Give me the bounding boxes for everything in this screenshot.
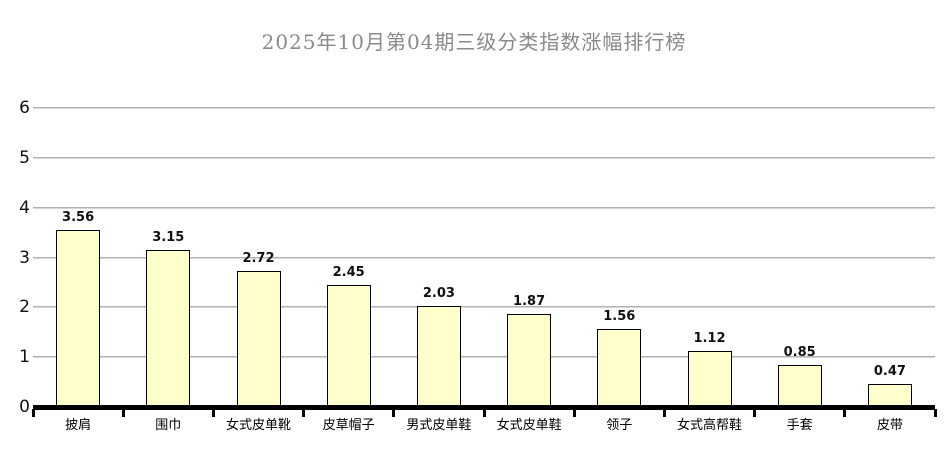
x-axis-tick bbox=[31, 409, 35, 417]
y-tick-label: 1 bbox=[19, 347, 30, 368]
gridline bbox=[33, 206, 935, 209]
x-tick-label: 领子 bbox=[606, 418, 633, 433]
bar-value-label: 1.12 bbox=[693, 331, 726, 347]
bar-value-label: 3.15 bbox=[152, 230, 185, 246]
y-tick-label: 2 bbox=[19, 297, 30, 318]
bar bbox=[507, 313, 552, 407]
y-tick-label: 6 bbox=[19, 98, 30, 118]
bar-value-label: 1.87 bbox=[513, 293, 546, 309]
x-tick-label: 皮带 bbox=[876, 418, 903, 433]
gridline bbox=[33, 156, 935, 159]
bar-value-label: 2.03 bbox=[422, 285, 455, 301]
gridline bbox=[33, 256, 935, 259]
y-tick-label: 5 bbox=[19, 147, 30, 168]
bar bbox=[326, 284, 371, 407]
bar bbox=[56, 229, 101, 407]
bar bbox=[416, 305, 461, 407]
bar bbox=[687, 351, 732, 407]
y-tick-label: 4 bbox=[19, 197, 30, 218]
x-axis-tick bbox=[302, 409, 306, 417]
x-axis-tick bbox=[392, 409, 396, 417]
gridline bbox=[33, 107, 935, 109]
gridline bbox=[33, 356, 935, 359]
x-tick-label: 女式皮单鞋 bbox=[496, 418, 562, 433]
y-tick-label: 0 bbox=[19, 397, 30, 417]
x-axis-tick bbox=[121, 409, 125, 417]
x-axis-tick bbox=[843, 409, 847, 417]
bar-value-label: 3.56 bbox=[62, 209, 95, 225]
bar bbox=[597, 329, 642, 407]
x-axis-tick bbox=[211, 409, 215, 417]
x-tick-label: 女式皮单靴 bbox=[225, 418, 291, 433]
x-tick-label: 男式皮单鞋 bbox=[406, 418, 472, 433]
x-tick-label: 披肩 bbox=[65, 418, 92, 433]
bar-value-label: 0.47 bbox=[873, 363, 906, 379]
x-axis-tick bbox=[482, 409, 486, 417]
gridline bbox=[33, 306, 935, 309]
bar-value-label: 2.72 bbox=[242, 251, 275, 267]
x-axis-tick bbox=[753, 409, 757, 417]
x-axis-line bbox=[33, 405, 935, 410]
chart-title: 2025年10月第04期三级分类指数涨幅排行榜 bbox=[261, 30, 687, 54]
bar bbox=[236, 271, 281, 407]
bar-value-label: 0.85 bbox=[783, 344, 816, 360]
x-axis-tick bbox=[662, 409, 666, 417]
y-tick-label: 3 bbox=[19, 247, 30, 268]
x-tick-label: 女式高帮鞋 bbox=[676, 418, 742, 433]
x-tick-label: 手套 bbox=[786, 418, 813, 433]
bar-value-label: 2.45 bbox=[332, 264, 365, 280]
x-axis-tick bbox=[572, 409, 576, 417]
x-tick-label: 围巾 bbox=[155, 418, 182, 433]
x-axis-tick bbox=[933, 409, 937, 417]
bar bbox=[777, 364, 822, 407]
bar bbox=[146, 250, 191, 407]
x-tick-label: 皮草帽子 bbox=[322, 418, 375, 433]
bar bbox=[867, 383, 912, 407]
bar-value-label: 1.56 bbox=[603, 309, 636, 325]
